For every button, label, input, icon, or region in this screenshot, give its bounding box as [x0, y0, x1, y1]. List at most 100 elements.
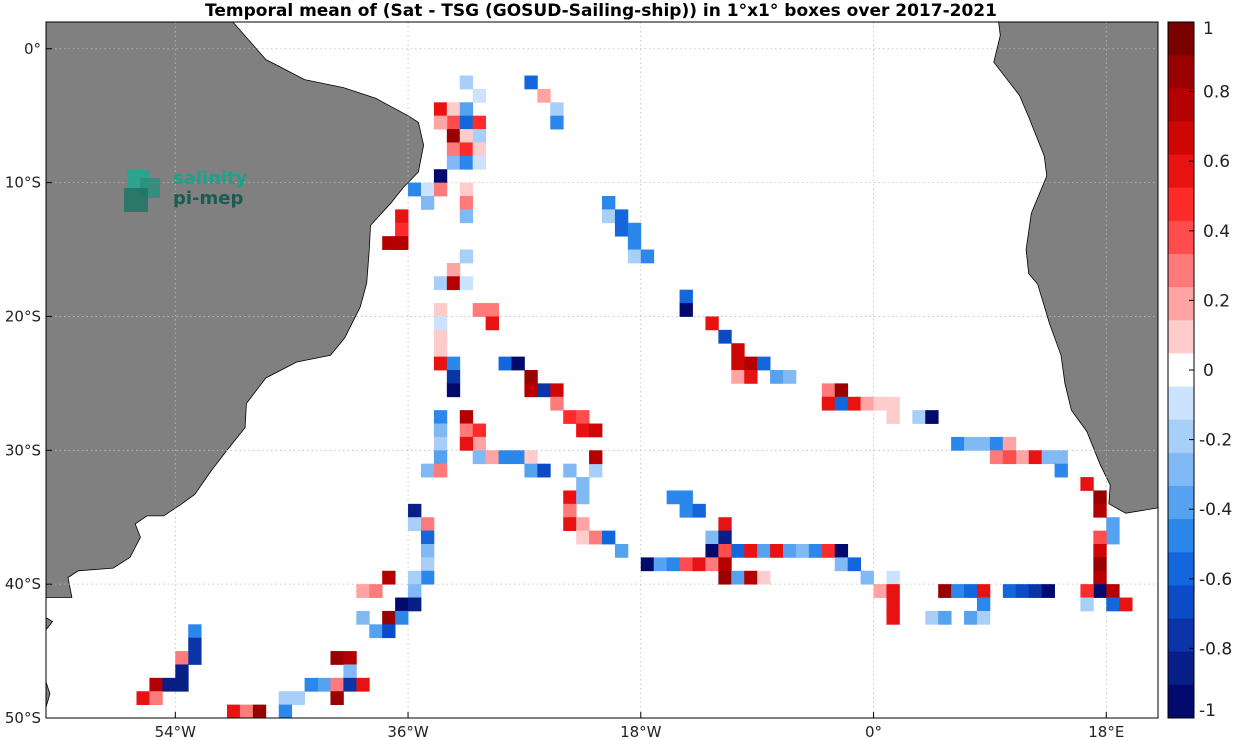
- data-cell: [1080, 597, 1094, 612]
- data-cell: [1041, 584, 1055, 598]
- grid-lines: [46, 22, 1158, 718]
- colorbar-tick-label: -0.2: [1199, 431, 1232, 451]
- data-cell: [964, 584, 978, 598]
- data-cell: [989, 436, 1004, 451]
- data-cell: [511, 356, 525, 371]
- data-cell: [537, 88, 551, 103]
- data-cell: [627, 222, 642, 237]
- data-cell: [873, 584, 887, 598]
- data-cell: [1093, 490, 1107, 505]
- data-cell: [976, 610, 991, 625]
- data-cell: [459, 196, 474, 210]
- data-cell: [1054, 450, 1068, 465]
- data-cell: [1119, 597, 1133, 612]
- data-cell: [731, 570, 745, 585]
- colorbar-segment: [1168, 154, 1194, 189]
- data-cell: [420, 544, 435, 558]
- data-cell: [472, 129, 487, 143]
- data-cell: [175, 664, 189, 679]
- data-cell: [821, 383, 836, 398]
- data-cell: [459, 410, 474, 424]
- data-cell: [433, 102, 448, 117]
- data-cell: [1028, 584, 1043, 598]
- y-tick-label: 50°S: [5, 709, 41, 727]
- data-cell: [459, 129, 474, 143]
- colorbar-segment: [1168, 287, 1194, 321]
- colorbar-tick-label: 0: [1203, 361, 1214, 381]
- data-cell: [278, 691, 293, 706]
- data-cell: [472, 115, 487, 130]
- data-cell: [860, 396, 874, 411]
- data-cell: [718, 544, 732, 558]
- data-cell: [136, 691, 150, 706]
- data-cell: [576, 423, 590, 438]
- data-cell: [1002, 450, 1017, 465]
- data-cell: [459, 436, 474, 451]
- data-cell: [343, 651, 357, 665]
- data-cell: [821, 544, 836, 558]
- data-cell: [433, 115, 448, 130]
- data-cell: [446, 370, 461, 384]
- data-cell: [1015, 584, 1030, 598]
- data-cell: [1093, 570, 1107, 585]
- data-cell: [420, 517, 435, 532]
- y-tick-label: 30°S: [5, 441, 41, 459]
- data-cell: [304, 677, 318, 692]
- data-cell: [692, 557, 706, 572]
- data-cell: [1080, 477, 1094, 491]
- data-cell: [847, 557, 861, 572]
- data-cell: [886, 410, 900, 424]
- data-cell: [744, 356, 758, 371]
- x-tick-label: 36°W: [387, 723, 429, 740]
- data-cell: [757, 356, 771, 371]
- y-tick-label: 10°S: [5, 174, 41, 192]
- colorbar-tick-label: 0.4: [1203, 222, 1230, 242]
- data-cell: [408, 570, 422, 585]
- data-cell: [433, 316, 448, 331]
- data-cell: [589, 463, 603, 478]
- data-cell: [291, 691, 305, 706]
- colorbar-tick-label: -0.6: [1199, 570, 1232, 590]
- data-cell: [1041, 450, 1055, 465]
- data-cell: [679, 557, 693, 572]
- data-cell: [886, 610, 900, 625]
- data-cell: [666, 490, 680, 505]
- data-cell: [433, 169, 448, 184]
- data-cell: [537, 463, 551, 478]
- data-cell: [563, 503, 577, 518]
- data-cell: [1106, 584, 1120, 598]
- data-cell: [873, 396, 887, 411]
- data-cell: [1015, 450, 1030, 465]
- data-cell: [783, 370, 797, 384]
- data-cell: [420, 530, 435, 545]
- data-cell: [330, 691, 344, 706]
- data-cell: [886, 584, 900, 598]
- data-cell: [382, 570, 396, 585]
- data-cell: [1093, 530, 1107, 545]
- y-tick-label: 0°: [24, 40, 41, 58]
- data-cell: [576, 530, 590, 545]
- data-cell: [718, 530, 732, 545]
- data-cell: [834, 396, 849, 411]
- data-cell: [446, 142, 461, 157]
- data-cell: [964, 610, 978, 625]
- data-cell: [433, 410, 448, 424]
- data-cell: [602, 196, 616, 210]
- y-axis-ticks: 0° 10°S 20°S 30°S 40°S 50°S: [5, 40, 52, 727]
- data-cell: [576, 477, 590, 491]
- data-cell: [679, 289, 693, 304]
- colorbar-tick-label: 1: [1203, 19, 1214, 39]
- data-cell: [356, 610, 370, 625]
- colorbar: 1 0.8 0.6 0.4 0.2 0 -0.2 -0.4 -0.6 -0.8 -1: [1167, 19, 1232, 721]
- data-cell: [731, 544, 745, 558]
- data-cell: [524, 383, 538, 398]
- data-cell: [408, 597, 422, 612]
- data-cell: [524, 75, 538, 90]
- data-cell: [951, 584, 965, 598]
- colorbar-tick-label: 0.6: [1203, 152, 1230, 172]
- colorbar-segment: [1168, 651, 1194, 686]
- data-cell: [188, 624, 202, 639]
- data-cell: [433, 463, 448, 478]
- data-cell: [408, 584, 422, 598]
- colorbar-tick-label: -1: [1199, 701, 1216, 721]
